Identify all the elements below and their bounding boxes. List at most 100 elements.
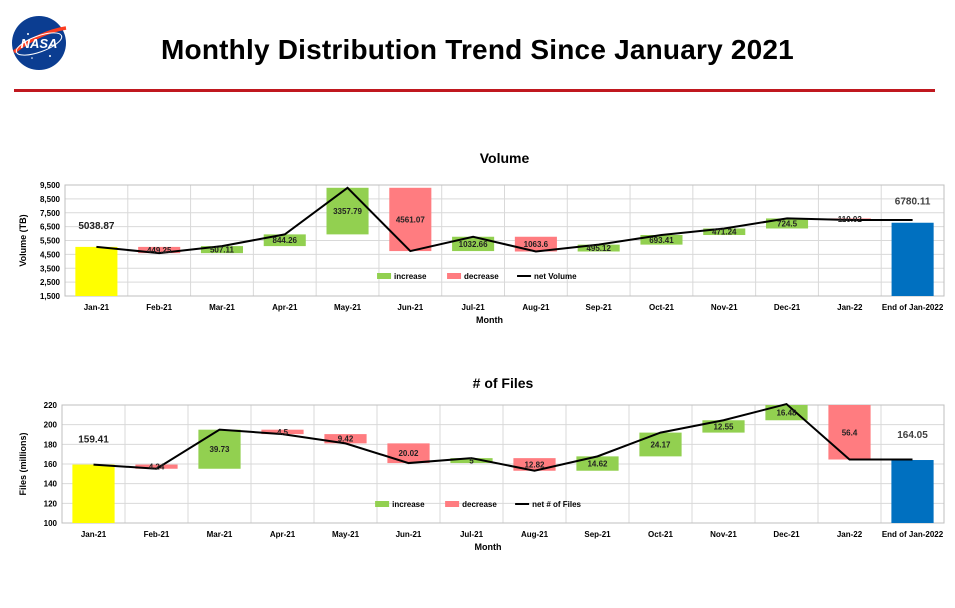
data-label: 471.24 <box>712 228 737 237</box>
bar-decrease <box>514 236 557 252</box>
y-tick-label: 5,500 <box>40 237 61 246</box>
chart-title: # of Files <box>473 375 534 391</box>
y-tick-label: 1,500 <box>40 292 61 301</box>
bar-decrease <box>135 464 178 469</box>
x-tick-label: Aug-21 <box>521 530 549 539</box>
x-axis-title: Month <box>476 315 503 325</box>
y-tick-label: 3,500 <box>40 264 61 273</box>
bar-increase <box>263 234 306 247</box>
data-label: 24.17 <box>650 440 671 449</box>
bar-increase <box>576 456 619 471</box>
x-axis-title: Month <box>475 542 502 552</box>
legend-label-net: net Volume <box>534 272 577 281</box>
x-tick-label: Jun-21 <box>396 530 422 539</box>
x-tick-label: Oct-21 <box>648 530 673 539</box>
y-tick-label: 7,500 <box>40 209 61 218</box>
bar-increase <box>326 187 369 235</box>
bar-increase <box>640 235 683 245</box>
data-label: 39.73 <box>209 445 230 454</box>
x-tick-label: Mar-21 <box>207 530 233 539</box>
data-label: 14.62 <box>587 460 608 469</box>
legend-swatch-decrease <box>447 273 462 279</box>
y-tick-label: 4,500 <box>40 250 61 259</box>
net-line <box>93 402 913 472</box>
y-tick-label: 120 <box>44 499 58 508</box>
x-tick-label: Nov-21 <box>711 303 738 312</box>
data-label: 507.11 <box>210 246 235 255</box>
x-tick-label: Jan-21 <box>81 530 107 539</box>
data-label: 693.41 <box>649 236 674 245</box>
x-tick-label: Jan-22 <box>837 303 863 312</box>
y-axis-title: Volume (TB) <box>18 214 28 266</box>
data-label: 4.5 <box>277 428 289 437</box>
x-tick-label: Apr-21 <box>272 303 298 312</box>
data-label: 159.41 <box>78 435 109 446</box>
legend-label-decrease: decrease <box>464 272 499 281</box>
y-tick-label: 220 <box>44 401 58 410</box>
bar-increase <box>452 236 495 252</box>
bar-increase <box>450 458 493 464</box>
plot-frame <box>64 184 945 297</box>
y-axis-title: Files (millions) <box>18 432 28 495</box>
chart-title: Volume <box>480 150 530 166</box>
bar-increase <box>198 429 241 469</box>
title-divider <box>14 89 935 92</box>
data-label: 4561.07 <box>396 215 425 224</box>
nasa-logo: NASA <box>12 16 67 70</box>
data-label: 495.12 <box>586 244 611 253</box>
x-tick-label: End of Jan-2022 <box>882 530 944 539</box>
data-label: 20.02 <box>398 449 419 458</box>
y-tick-label: 9,500 <box>40 181 61 190</box>
bar-decrease <box>389 187 432 252</box>
data-label: 5 <box>469 457 474 466</box>
data-label: 4.24 <box>149 463 165 472</box>
data-label: 12.82 <box>524 460 545 469</box>
bar-increase <box>200 246 243 254</box>
data-label: 110.02 <box>838 215 863 224</box>
data-label: 724.5 <box>777 219 798 228</box>
data-label: 5038.87 <box>78 221 115 232</box>
legend-label-net: net # of Files <box>532 500 581 509</box>
y-tick-label: 200 <box>44 421 58 430</box>
bar-start <box>72 464 115 523</box>
bar-increase <box>577 244 620 252</box>
logo-text: NASA <box>21 36 58 51</box>
x-tick-label: Mar-21 <box>209 303 235 312</box>
y-tick-label: 2,500 <box>40 278 61 287</box>
legend-swatch-increase <box>377 273 392 279</box>
files-chart: # of Files 100 120 140 160 180 200 220 159.41 4.2… <box>18 375 945 552</box>
x-tick-label: May-21 <box>334 303 362 312</box>
legend-swatch-increase <box>375 501 390 507</box>
x-tick-label: Oct-21 <box>649 303 674 312</box>
x-tick-label: Jun-21 <box>397 303 423 312</box>
x-tick-label: Apr-21 <box>270 530 296 539</box>
legend-swatch-decrease <box>445 501 460 507</box>
bar-increase <box>639 432 682 457</box>
bar-decrease <box>138 246 181 254</box>
y-tick-label: 160 <box>44 460 58 469</box>
y-tick-label: 140 <box>44 480 58 489</box>
x-tick-label: Jan-21 <box>84 303 110 312</box>
x-tick-label: Dec-21 <box>774 303 801 312</box>
data-label: 1063.6 <box>524 240 549 249</box>
legend-label-increase: increase <box>392 500 425 509</box>
x-tick-label: May-21 <box>332 530 360 539</box>
y-tick-label: 8,500 <box>40 195 61 204</box>
y-tick-label: 100 <box>44 519 58 528</box>
data-label: 16.48 <box>776 409 797 418</box>
bar-end <box>891 460 934 523</box>
legend-label-increase: increase <box>394 272 427 281</box>
data-label: 164.05 <box>897 430 928 441</box>
bar-decrease <box>324 434 367 444</box>
data-label: 3357.79 <box>333 207 362 216</box>
net-line <box>96 186 913 255</box>
bar-increase <box>765 405 808 421</box>
x-tick-label: Sep-21 <box>586 303 613 312</box>
bar-increase <box>703 228 746 236</box>
x-tick-label: Jul-21 <box>460 530 484 539</box>
y-tick-label: 6,500 <box>40 223 61 232</box>
data-label: 844.26 <box>273 236 298 245</box>
x-tick-label: Jul-21 <box>462 303 486 312</box>
bar-decrease <box>387 443 430 464</box>
data-label: 1032.66 <box>459 240 488 249</box>
